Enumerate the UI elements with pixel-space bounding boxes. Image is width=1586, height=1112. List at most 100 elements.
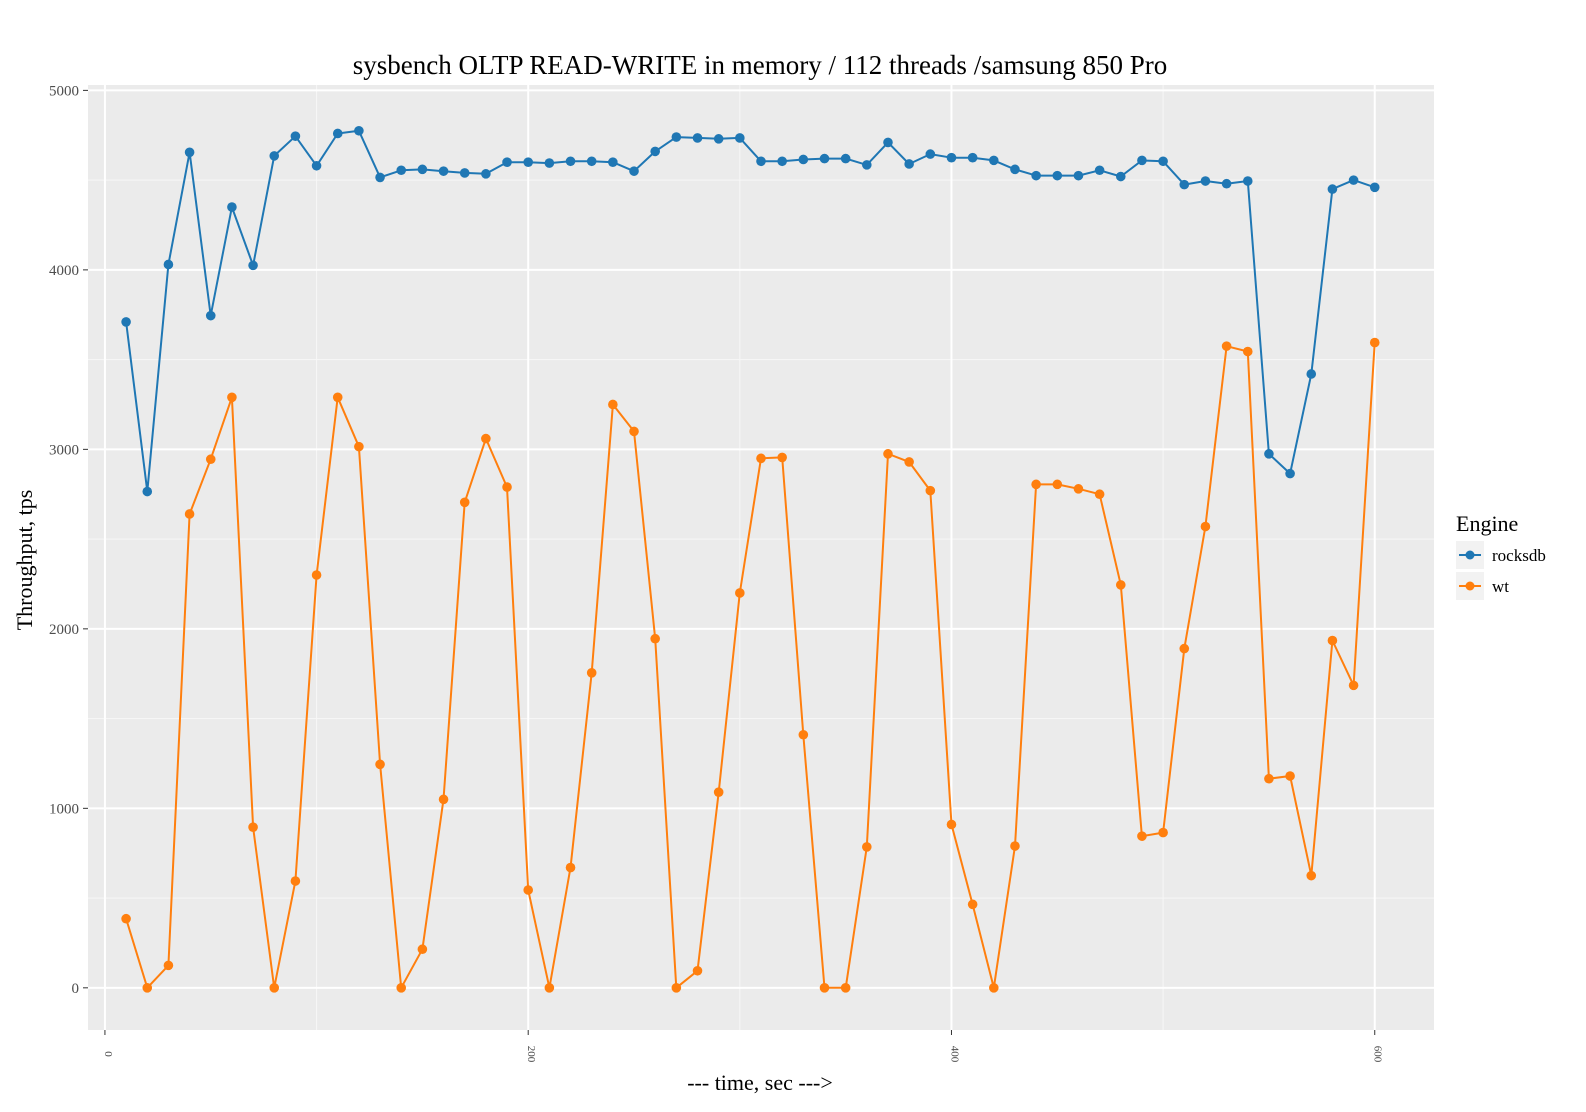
x-axis-title: --- time, sec ---> (687, 1070, 833, 1095)
data-point-rocksdb (1348, 175, 1359, 185)
data-point-rocksdb (565, 156, 576, 167)
data-point-wt (121, 913, 131, 924)
data-point-rocksdb (967, 152, 978, 163)
data-point-rocksdb (862, 160, 872, 170)
data-point-rocksdb (121, 317, 131, 327)
data-point-wt (735, 588, 745, 598)
data-point-rocksdb (1242, 176, 1253, 186)
y-tick-label: 2000 (49, 622, 79, 638)
data-point-rocksdb (1031, 170, 1041, 181)
data-point-rocksdb (1158, 156, 1168, 167)
data-point-wt (227, 392, 237, 403)
y-tick-label: 4000 (49, 263, 79, 279)
data-point-wt (925, 485, 936, 496)
data-point-wt (946, 819, 957, 830)
data-point-wt (713, 787, 724, 797)
legend-label-wt: wt (1492, 577, 1509, 596)
data-point-rocksdb (227, 202, 237, 212)
data-point-rocksdb (883, 137, 893, 148)
data-point-wt (629, 426, 639, 437)
data-point-rocksdb (142, 486, 153, 497)
data-point-rocksdb (544, 158, 555, 168)
data-point-rocksdb (629, 166, 639, 176)
data-point-wt (1137, 831, 1147, 841)
data-point-rocksdb (396, 165, 407, 176)
data-point-rocksdb (1327, 184, 1338, 194)
data-point-wt (650, 633, 660, 644)
data-point-rocksdb (1137, 155, 1147, 166)
data-point-wt (1073, 484, 1084, 494)
series-wt (121, 337, 1380, 993)
data-point-rocksdb (586, 156, 597, 167)
x-tick-label: 0 (102, 1051, 114, 1057)
data-point-rocksdb (184, 147, 195, 158)
data-point-rocksdb (248, 260, 258, 271)
y-tick-label: 1000 (49, 801, 79, 817)
series-line-wt (125, 342, 1376, 989)
data-point-wt (1348, 680, 1359, 691)
data-point-wt (1264, 773, 1274, 784)
data-point-wt (1285, 771, 1295, 781)
data-point-wt (840, 983, 851, 993)
data-point-wt (1242, 346, 1253, 357)
data-point-rocksdb (946, 152, 957, 163)
data-point-wt (1306, 870, 1317, 881)
data-point-rocksdb (1115, 171, 1126, 182)
y-tick-label: 3000 (49, 442, 79, 458)
legend-key-point (1465, 581, 1475, 591)
data-point-wt (438, 794, 449, 805)
data-point-wt (1158, 827, 1168, 838)
data-point-wt (417, 944, 428, 955)
data-point-wt (883, 449, 893, 459)
data-point-wt (142, 983, 153, 993)
data-point-rocksdb (819, 153, 830, 164)
data-point-wt (375, 759, 385, 770)
legend-key-point (1465, 550, 1475, 560)
data-point-rocksdb (735, 133, 745, 143)
data-point-wt (671, 983, 682, 993)
data-point-wt (1200, 521, 1211, 532)
data-point-rocksdb (1052, 170, 1063, 181)
data-point-wt (565, 862, 576, 873)
legend-entry-rocksdb: rocksdb (1456, 541, 1546, 569)
y-tick-label: 5000 (49, 83, 79, 99)
data-point-rocksdb (840, 153, 851, 164)
data-point-rocksdb (311, 160, 322, 171)
data-point-rocksdb (163, 259, 174, 270)
data-point-rocksdb (1221, 178, 1232, 189)
x-tick-label: 200 (525, 1046, 537, 1063)
minor-gridlines (88, 85, 1434, 1030)
data-point-rocksdb (756, 156, 766, 167)
chart-title: sysbench OLTP READ-WRITE in memory / 112… (353, 50, 1167, 80)
x-axis: 0 200 400 600 (102, 1030, 1384, 1063)
data-point-wt (248, 822, 258, 832)
data-point-wt (608, 399, 618, 410)
data-point-wt (1052, 479, 1063, 490)
data-point-wt (269, 983, 280, 993)
legend-label-rocksdb: rocksdb (1492, 546, 1546, 565)
data-point-rocksdb (692, 133, 703, 143)
y-tick-label: 0 (72, 981, 80, 997)
data-point-rocksdb (523, 157, 534, 167)
data-point-rocksdb (1094, 165, 1105, 176)
data-point-wt (332, 392, 343, 403)
data-point-rocksdb (290, 131, 301, 141)
data-point-wt (523, 885, 534, 895)
data-point-rocksdb (904, 159, 914, 169)
data-point-rocksdb (1264, 449, 1274, 459)
data-point-rocksdb (375, 172, 385, 183)
data-point-rocksdb (925, 149, 936, 159)
data-point-wt (1010, 841, 1020, 851)
data-point-rocksdb (438, 166, 449, 176)
data-point-wt (967, 899, 978, 910)
data-point-rocksdb (1179, 179, 1190, 190)
data-point-wt (819, 983, 830, 993)
x-tick-label: 400 (948, 1046, 960, 1063)
data-point-rocksdb (1073, 170, 1084, 181)
data-point-wt (459, 497, 470, 508)
data-point-rocksdb (650, 146, 660, 157)
data-point-rocksdb (417, 164, 428, 175)
data-point-rocksdb (1200, 176, 1211, 186)
data-point-wt (205, 454, 216, 465)
series-line-rocksdb (125, 129, 1376, 493)
